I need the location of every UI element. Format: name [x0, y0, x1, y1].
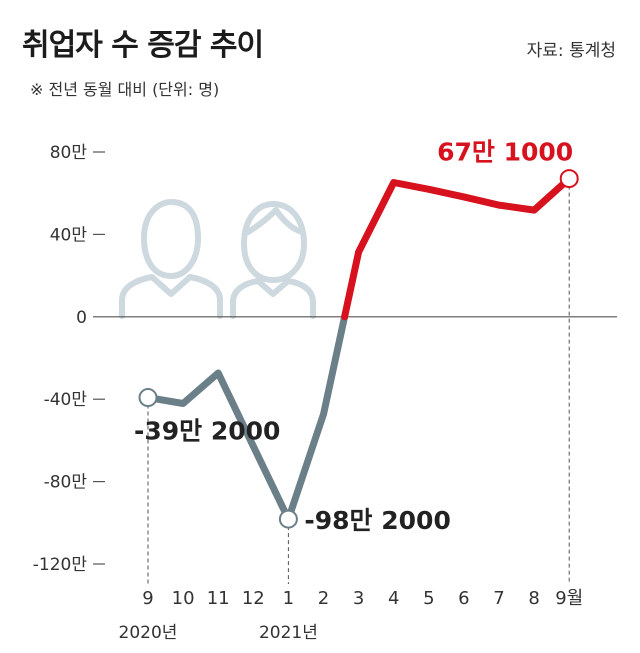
- annotated-point: [559, 169, 579, 189]
- y-tick-label: -40만: [44, 390, 88, 410]
- y-tick-label: 40만: [50, 225, 88, 245]
- x-tick-label: 9월: [555, 588, 583, 609]
- y-tick-label: -80만: [44, 473, 88, 493]
- data-callout-label: -98만 2000: [304, 506, 450, 535]
- year-label: 2020년: [119, 623, 178, 643]
- year-label: 2021년: [259, 623, 318, 643]
- source-label: 자료: 통계청: [526, 41, 616, 61]
- man-body: [119, 274, 223, 319]
- x-tick-label: 7: [493, 588, 504, 609]
- woman-hair: [245, 207, 305, 235]
- x-tick-label: 1: [283, 588, 294, 609]
- x-tick-label: 10: [172, 588, 195, 609]
- woman-icon: [230, 201, 316, 319]
- people-illustration: [119, 199, 316, 319]
- y-tick-label: 0: [76, 308, 87, 328]
- x-tick-label: 9: [142, 588, 153, 609]
- series-line-positive: [341, 175, 573, 321]
- unit-note: ※ 전년 동월 대비 (단위: 명): [30, 80, 220, 99]
- y-tick-label: -120만: [33, 555, 88, 575]
- y-tick-label: 80만: [50, 143, 88, 163]
- chart-title: 취업자 수 증감 추이: [22, 28, 264, 63]
- x-tick-label: 2: [318, 588, 329, 609]
- series-line-negative: [144, 313, 349, 523]
- woman-body: [230, 278, 316, 319]
- annotated-point: [138, 388, 158, 408]
- x-tick-label: 5: [423, 588, 434, 609]
- man-head: [141, 199, 201, 279]
- data-callout-label: 67만 1000: [437, 138, 573, 167]
- data-callout-label: -39만 2000: [134, 417, 280, 446]
- x-tick-label: 3: [353, 588, 364, 609]
- woman-head: [241, 201, 307, 283]
- x-tick-label: 12: [242, 588, 265, 609]
- x-tick-label: 11: [207, 588, 230, 609]
- man-icon: [119, 199, 223, 319]
- x-tick-label: 8: [528, 588, 539, 609]
- x-tick-label: 4: [388, 588, 399, 609]
- x-tick-label: 6: [458, 588, 469, 609]
- annotated-point: [278, 509, 298, 529]
